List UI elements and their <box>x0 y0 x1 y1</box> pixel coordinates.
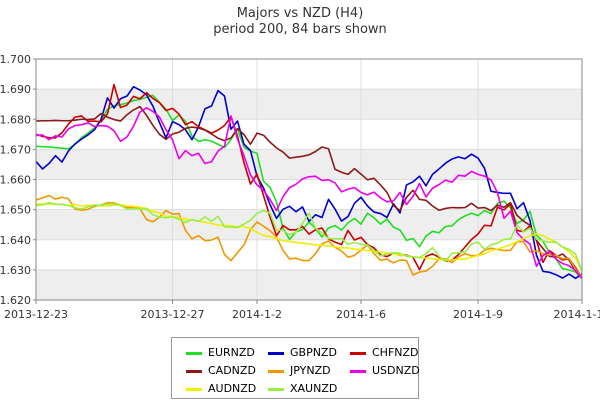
legend-label: USDNZD <box>372 364 420 377</box>
legend-swatch <box>186 369 202 373</box>
legend-item-gbpnzd: GBPNZD <box>268 346 337 360</box>
y-tick-label: 1.620 <box>0 294 31 307</box>
x-tick-label: 2014-1-2 <box>232 308 282 321</box>
series-line-jpynzd <box>35 194 583 278</box>
legend-swatch <box>268 351 284 355</box>
legend-item-eurnzd: EURNZD <box>186 346 255 360</box>
legend-swatch <box>268 387 284 391</box>
legend-item-audnzd: AUDNZD <box>186 382 256 396</box>
legend-item-jpynzd: JPYNZD <box>268 364 331 378</box>
chart-title: Majors vs NZD (H4) <box>236 6 364 21</box>
legend-label: EURNZD <box>208 346 255 359</box>
legend-label: CADNZD <box>208 364 256 377</box>
y-tick-label: 1.690 <box>0 83 31 96</box>
legend-item-xaunzd: XAUNZD <box>268 382 337 396</box>
grid-band <box>36 269 582 300</box>
legend-swatch <box>186 351 202 355</box>
x-tick-label: 2014-1-6 <box>336 308 386 321</box>
series-line-cadnzd <box>35 105 583 279</box>
y-tick-label: 1.700 <box>0 53 31 66</box>
legend-swatch <box>350 369 366 373</box>
x-tick-label: 2013-12-23 <box>4 308 68 321</box>
x-tick-label: 2014-1-9 <box>453 308 503 321</box>
series-line-chfnzd <box>35 83 583 279</box>
legend-label: GBPNZD <box>290 346 337 359</box>
legend-swatch <box>186 387 202 391</box>
y-tick-label: 1.640 <box>0 234 31 247</box>
series-line-gbpnzd <box>35 85 583 280</box>
legend-swatch <box>268 369 284 373</box>
legend-swatch <box>350 351 366 355</box>
y-tick-label: 1.650 <box>0 204 31 217</box>
x-tick-label: 2014-1-13 <box>554 308 600 321</box>
legend: EURNZD GBPNZD CHFNZD CADNZD JPYNZD USDNZ… <box>171 337 420 399</box>
plot-frame <box>35 58 583 301</box>
x-tick-label: 2013-12-27 <box>141 308 205 321</box>
legend-label: CHFNZD <box>372 346 419 359</box>
legend-label: JPYNZD <box>290 364 331 377</box>
series-line-audnzd <box>35 203 583 272</box>
legend-label: AUDNZD <box>208 382 257 395</box>
grid-band <box>36 89 582 120</box>
chart-subtitle: period 200, 84 bars shown <box>213 22 387 37</box>
y-tick-label: 1.680 <box>0 113 31 126</box>
y-tick-label: 1.630 <box>0 264 31 277</box>
y-tick-label: 1.670 <box>0 143 31 156</box>
series-line-xaunzd <box>35 201 583 272</box>
legend-item-cadnzd: CADNZD <box>186 364 256 378</box>
y-tick-label: 1.660 <box>0 174 31 187</box>
legend-item-chfnzd: CHFNZD <box>350 346 419 360</box>
series-line-usdnzd <box>35 107 583 279</box>
legend-label: XAUNZD <box>290 382 338 395</box>
series-line-eurnzd <box>35 94 583 280</box>
legend-item-usdnzd: USDNZD <box>350 364 420 378</box>
grid-band <box>36 149 582 180</box>
